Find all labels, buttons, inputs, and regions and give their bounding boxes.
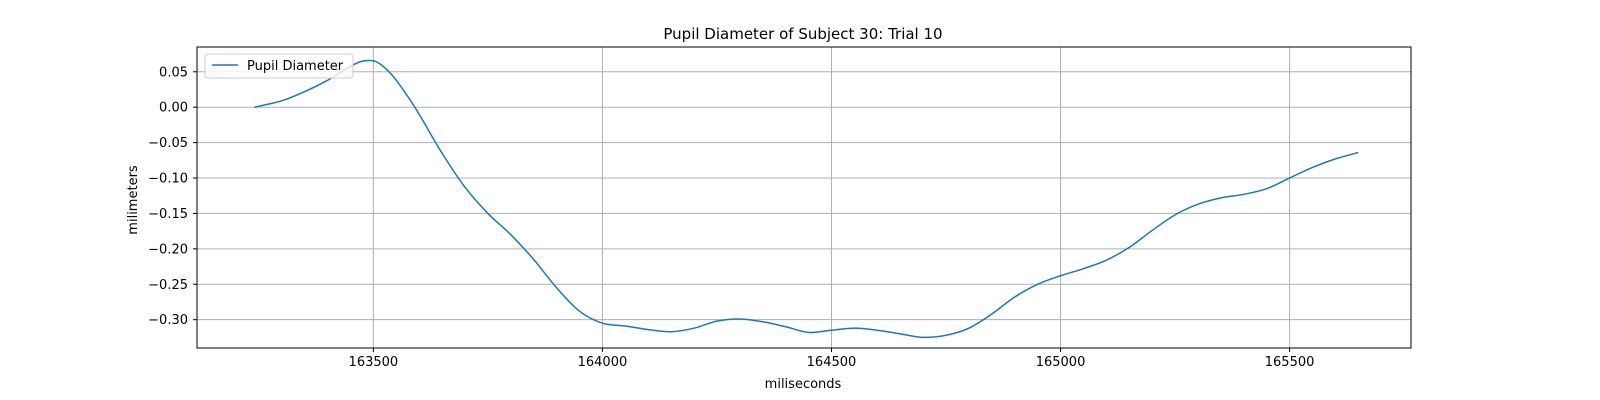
tick-layer: 163500 164000 164500 165000 165500 0.05 0.00 −0… (148, 65, 1314, 370)
x-axis-label: miliseconds (765, 377, 842, 392)
grid-layer (197, 47, 1411, 348)
x-tick-label: 165500 (1265, 355, 1315, 370)
series-layer (254, 59, 1359, 339)
y-tick-label: −0.25 (148, 278, 188, 293)
y-tick-label: −0.05 (148, 136, 188, 151)
y-tick-label: 0.00 (159, 101, 188, 116)
legend-label: Pupil Diameter (247, 59, 344, 74)
y-axis-label: milimeters (126, 165, 141, 235)
y-tick-label: −0.30 (148, 313, 188, 328)
y-tick-label: 0.05 (159, 65, 188, 80)
plot-area-frame (196, 46, 1412, 349)
legend: Pupil Diameter (204, 53, 354, 79)
x-tick-label: 163500 (349, 355, 399, 370)
legend-box (204, 53, 354, 79)
y-tick-label: −0.10 (148, 172, 188, 187)
y-tick-label: −0.15 (148, 207, 188, 222)
x-tick-label: 164500 (807, 355, 857, 370)
x-tick-label: 165000 (1036, 355, 1086, 370)
chart-title: Pupil Diameter of Subject 30: Trial 10 (663, 25, 942, 43)
x-tick-label: 164000 (578, 355, 628, 370)
y-tick-label: −0.20 (148, 242, 188, 257)
series-line-pupil-diameter (254, 59, 1359, 339)
